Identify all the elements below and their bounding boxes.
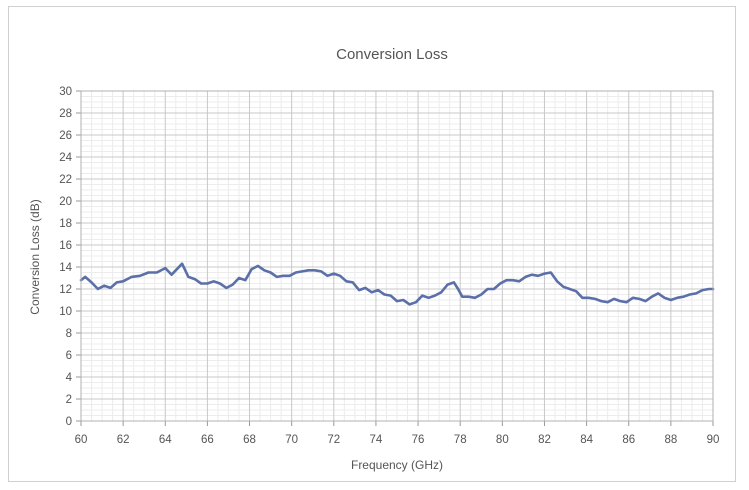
- x-tick-label: 84: [580, 434, 593, 446]
- x-tick-label: 62: [117, 434, 130, 446]
- x-tick-label: 82: [538, 434, 551, 446]
- chart-title: Conversion Loss: [336, 46, 448, 63]
- x-tick-label: 76: [412, 434, 425, 446]
- y-tick-label: 0: [66, 416, 72, 428]
- x-tick-label: 74: [370, 434, 383, 446]
- x-tick-label: 70: [285, 434, 298, 446]
- y-tick-label: 4: [66, 372, 73, 384]
- x-tick-label: 64: [159, 434, 172, 446]
- chart-frame: Conversion Loss 60 62 64 66 68 70 72 74 76 78 80 82…: [8, 6, 736, 482]
- y-tick-label: 8: [66, 328, 72, 340]
- y-tick-label: 24: [59, 152, 72, 164]
- x-tick-label: 86: [622, 434, 635, 446]
- x-tick-label: 88: [664, 434, 677, 446]
- x-tick-label: 72: [327, 434, 340, 446]
- y-tick-label: 26: [59, 130, 72, 142]
- y-axis-label: Conversion Loss (dB): [28, 199, 42, 314]
- y-tick-label: 10: [59, 306, 72, 318]
- y-tick-label: 22: [59, 174, 72, 186]
- y-tick-label: 28: [59, 108, 72, 120]
- minor-grid: [81, 91, 713, 421]
- y-tick-label: 30: [59, 86, 72, 98]
- x-tick-label: 66: [201, 434, 214, 446]
- x-axis-label: Frequency (GHz): [351, 458, 443, 472]
- y-tick-label: 14: [59, 262, 72, 274]
- series-line-1: [79, 262, 715, 306]
- y-tick-label: 20: [59, 196, 72, 208]
- x-tick-label: 80: [496, 434, 509, 446]
- y-tick-label: 12: [59, 284, 72, 296]
- y-tick-label: 16: [59, 240, 72, 252]
- x-tick-label: 68: [243, 434, 256, 446]
- y-tick-label: 6: [66, 350, 72, 362]
- series-layer: [79, 262, 715, 306]
- x-tick-label: 90: [707, 434, 720, 446]
- y-tick-label: 2: [66, 394, 72, 406]
- y-tick-label: 18: [59, 218, 72, 230]
- x-axis-ticks: 60 62 64 66 68 70 72 74 76 78 80 82 84 86 88 90: [75, 421, 720, 446]
- x-tick-label: 78: [454, 434, 467, 446]
- conversion-loss-chart: Conversion Loss 60 62 64 66 68 70 72 74 76 78 80 82…: [28, 46, 720, 472]
- x-tick-label: 60: [75, 434, 88, 446]
- plot-border: [80, 90, 714, 422]
